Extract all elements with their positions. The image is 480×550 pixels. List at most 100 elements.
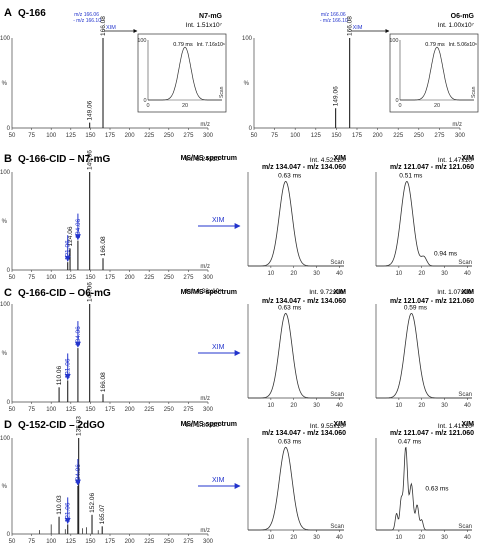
xim-trace [248,312,344,399]
inset-range-label: - m/z 166.10 [73,18,101,24]
inset-xim-label: XIM [106,25,116,31]
inset-peak-label: 0.79 ms [425,42,445,48]
y-tick-label: 100 [0,302,11,308]
x-tick-label: 75 [28,539,35,545]
x-axis-label: m/z [200,528,210,534]
x-tick-label: 175 [105,275,116,281]
ms2-header: MS/MS spectrum [181,421,237,428]
x-tick-label: 125 [311,133,322,139]
xim-range: m/z 121.047 - m/z 121.060 [390,164,474,171]
x-tick-label: 30 [441,535,448,541]
panel-letter: C [4,287,12,299]
panel-header-a: A Q-166 [4,7,46,19]
x-tick-label: 20 [290,271,297,277]
xim-arrow-d: XIM [198,477,241,489]
x-tick-label: 300 [203,275,214,281]
x-axis-label: Scan [330,260,344,266]
xim-trace [400,46,474,101]
x-axis-label: m/z [200,122,210,128]
x-tick-label: 150 [85,133,96,139]
ms2-header: MS/MS spectrum [181,155,237,162]
xim-intensity: Int. 1.41x10² [438,423,475,430]
x-tick-label: 225 [144,407,155,413]
x-axis-label: Scan [471,86,477,98]
x-tick-label: 50 [9,407,16,413]
x-tick-label: 75 [28,407,35,413]
x-tick-label: 75 [28,275,35,281]
x-axis-label: Scan [458,392,472,398]
xim-headers-b: XIM m/z 134.047 - m/z 134.060 XIM m/z 12… [262,155,474,171]
xim-header: XIM [462,155,475,162]
x-tick-label: 20 [290,535,297,541]
panel-title: Q-166 [18,8,46,19]
spectrum-A_left: 50 75 100 125 150 175 200 225 250 275 300m/z0100%1… [0,13,223,139]
xim-peak-label: 0.63 ms [278,305,302,312]
x-tick-label: 200 [373,133,384,139]
x-tick-label: 10 [268,535,275,541]
xim-peak-label: 0.59 ms [404,305,428,312]
xim-arrow-b: XIM [198,217,241,229]
x-tick-label: 175 [105,539,116,545]
x-tick-label: 200 [125,407,136,413]
x-tick-label: 300 [203,539,214,545]
x-tick-label: 30 [313,403,320,409]
x-tick-label: 0 [146,103,149,109]
inset-range-label: m/z 166.06 [74,12,99,18]
panel-title: Q-166-CID – O6-mG [18,288,111,299]
y-tick-label: 100 [0,36,11,42]
x-tick-label: 275 [183,133,194,139]
y-tick-label: 0 [395,98,398,104]
x-tick-label: 40 [336,403,343,409]
y-tick-label: 100 [0,170,11,176]
spectrum-title: N7-mG [199,13,223,20]
x-tick-label: 150 [85,539,96,545]
xim-headers-d: XIM m/z 134.047 - m/z 134.060 XIM m/z 12… [262,421,474,437]
xim-peak-label: 0.51 ms [399,173,423,180]
xim-arrow-label: XIM [212,217,225,224]
panel-header-b: B Q-166-CID – N7-mG [4,153,110,165]
x-tick-label: 200 [125,539,136,545]
x-tick-label: 10 [396,271,403,277]
spectrum-intensity: Int. 1.51x10⁷ [186,22,223,29]
x-tick-label: 150 [331,133,342,139]
y-axis-label: % [244,81,250,87]
xim-intensity: Int. 4.52x10³ [310,157,347,164]
x-axis-label: Scan [458,260,472,266]
x-tick-label: 30 [441,403,448,409]
inset-peak-label: 0.79 ms [173,42,193,48]
x-tick-label: 40 [336,535,343,541]
y-tick-label: 0 [249,126,253,132]
xim-trace [148,46,222,101]
panel-header-c: C Q-166-CID – O6-mG [4,287,111,299]
x-tick-label: 225 [144,275,155,281]
xim-trace [376,181,472,267]
spectrum-B_ms2: 50 75 100 125 150 175 200 225 250 275 300 m/z 0 100% 1… [0,150,222,281]
x-tick-label: 50 [9,133,16,139]
spectrum-intensity: Int. 1.80x10⁵ [185,422,222,429]
x-axis-label: Scan [330,392,344,398]
x-tick-label: 30 [313,535,320,541]
x-tick-label: 50 [9,275,16,281]
inset-xim-label: XIM [353,25,363,31]
x-tick-label: 300 [203,407,214,413]
xim-peak-label: 0.47 ms [398,438,422,445]
x-tick-label: 30 [313,271,320,277]
xim-range: m/z 121.047 - m/z 121.060 [390,298,474,305]
x-tick-label: 20 [418,403,425,409]
y-tick-label: 100 [389,38,398,44]
x-tick-label: 250 [164,133,175,139]
x-tick-label: 125 [66,539,77,545]
x-axis-label: Scan [458,524,472,530]
x-tick-label: 300 [455,133,466,139]
spectrum-D_ms2: 50 75 100 125 150 175 200 225 250 275 300 m/z 0 100% 1… [0,416,222,545]
x-tick-label: 150 [85,275,96,281]
spectrum-intensity: Int. 4.38x10⁵ [185,288,222,295]
xim-arrow-c: XIM [198,344,241,356]
xim-range: m/z 134.047 - m/z 134.060 [262,430,346,437]
x-tick-label: 30 [441,271,448,277]
x-tick-label: 175 [105,133,116,139]
x-tick-label: 40 [464,271,471,277]
x-tick-label: 225 [393,133,404,139]
panel-letter: A [4,7,12,19]
